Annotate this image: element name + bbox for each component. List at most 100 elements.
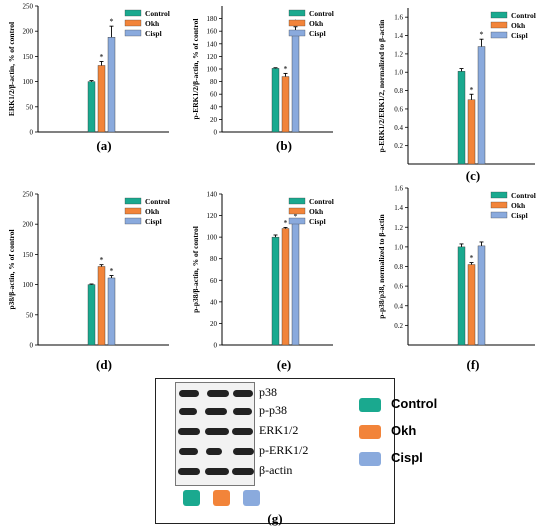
significance-marker: * [470, 254, 474, 263]
legend-swatch-cispl [288, 29, 306, 37]
legend-label-cispl: Cispl [309, 29, 326, 38]
blot-protein-label: p38 [259, 385, 277, 399]
y-tick-label: 200 [23, 221, 34, 229]
y-tick-label: 100 [207, 234, 218, 242]
y-tick-label: 180 [207, 15, 218, 23]
panel-label-g: (g) [267, 511, 283, 526]
blot-band [179, 408, 197, 415]
y-tick-label: 80 [210, 255, 218, 263]
significance-marker: * [470, 85, 474, 94]
panel-label: (d) [96, 357, 112, 372]
lane-swatch-cispl [243, 490, 260, 506]
bar-cispl [291, 31, 300, 133]
legend-label-control: Control [309, 9, 334, 18]
panel-label: (b) [276, 138, 292, 153]
legend-label-okh: Okh [511, 21, 526, 30]
legend-swatch-okh [288, 207, 306, 215]
legend-label-cispl: Cispl [145, 29, 162, 38]
legend-label-okh: Okh [309, 19, 324, 28]
significance-marker: * [100, 256, 104, 265]
bar-cispl [477, 46, 486, 165]
chart-panel-b: 0 20 40 60 80 100 120 140 160 180 p-ERK1/2/β-actin… [191, 6, 334, 153]
blot-band [233, 390, 253, 397]
y-tick-label: 1.4 [394, 204, 403, 212]
legend-swatch-control [490, 11, 508, 19]
bar-control [457, 246, 466, 346]
legend-label-control: Control [145, 9, 170, 18]
blot-band [178, 428, 200, 435]
chart-panel-e: 0 20 40 60 80 100 120 140 p-p38/β-actin, % of co… [191, 191, 334, 373]
blot-legend-swatch-okh [359, 425, 381, 439]
legend-swatch-okh [490, 21, 508, 29]
legend-label-cispl: Cispl [145, 217, 162, 226]
blot-band [178, 468, 200, 475]
y-tick-label: 50 [26, 103, 34, 111]
blot-legend-label-cispl: Cispl [391, 450, 423, 465]
blot-band [179, 448, 198, 455]
y-tick-label: 40 [210, 298, 218, 306]
y-axis-label: p38/β-actin, % of control [7, 229, 16, 309]
bar-control [87, 284, 96, 346]
blot-legend-label-control: Control [391, 396, 438, 411]
y-tick-label: 100 [207, 66, 218, 74]
legend-swatch-okh [124, 207, 142, 215]
y-axis-label: p-p38/p38, normalized to β-actin [377, 213, 386, 318]
bar-cispl [107, 37, 116, 133]
y-tick-label: 1.2 [394, 50, 403, 58]
y-tick-label: 200 [23, 28, 34, 36]
y-tick-label: 60 [210, 277, 218, 285]
blot-band [233, 448, 254, 455]
y-tick-label: 0.2 [394, 322, 403, 330]
significance-marker: * [110, 267, 114, 276]
chart-panel-a: 0 50 100 150 200 250 ERK1/2/β-actin, % of cont… [7, 3, 170, 154]
y-tick-label: 0.6 [394, 105, 403, 113]
legend-label-control: Control [309, 197, 334, 206]
y-tick-label: 150 [23, 251, 34, 259]
legend-swatch-cispl [490, 211, 508, 219]
legend-label-okh: Okh [145, 19, 160, 28]
y-tick-label: 40 [210, 103, 218, 111]
panel-label: (f) [467, 357, 480, 372]
y-tick-label: 20 [210, 116, 218, 124]
blot-band [205, 408, 227, 415]
y-tick-label: 140 [207, 191, 218, 199]
bar-okh [281, 228, 290, 346]
panel-label: (c) [466, 168, 480, 183]
blot-band [205, 468, 229, 475]
legend-label-okh: Okh [511, 201, 526, 210]
blot-band [232, 468, 254, 475]
legend-label-control: Control [511, 11, 536, 20]
legend-swatch-cispl [124, 217, 142, 225]
legend-label-okh: Okh [145, 207, 160, 216]
y-tick-label: 0.2 [394, 142, 403, 150]
blot-legend-label-okh: Okh [391, 423, 417, 438]
y-tick-label: 100 [23, 281, 34, 289]
y-tick-label: 0.6 [394, 283, 403, 291]
y-tick-label: 20 [210, 320, 218, 328]
blot-protein-label: ERK1/2 [259, 423, 299, 437]
blot-protein-label: p-ERK1/2 [259, 443, 309, 457]
y-tick-label: 150 [23, 53, 34, 61]
legend-label-control: Control [145, 197, 170, 206]
significance-marker: * [100, 52, 104, 61]
blot-protein-label: p-p38 [259, 403, 287, 417]
y-tick-label: 140 [207, 40, 218, 48]
y-tick-label: 0 [214, 129, 218, 137]
legend-label-control: Control [511, 191, 536, 200]
y-axis-label: p-ERK1/2/β-actin, % of control [191, 19, 200, 120]
blot-legend-swatch-cispl [359, 452, 381, 466]
chart-panel-d: 0 50 100 150 200 250 p38/β-actin, % of control… [7, 191, 170, 373]
blot-protein-label: β-actin [259, 463, 293, 477]
y-tick-label: 100 [23, 78, 34, 86]
legend-swatch-cispl [124, 29, 142, 37]
bar-cispl [107, 277, 116, 346]
bar-cispl [477, 245, 486, 346]
y-tick-label: 1.4 [394, 32, 403, 40]
chart-panel-f: 0.2 0.4 0.6 0.8 1.0 1.2 1.4 1.6 p-p38/p38, norma… [377, 185, 536, 373]
y-tick-label: 250 [23, 3, 34, 11]
legend-label-okh: Okh [309, 207, 324, 216]
legend-swatch-okh [490, 201, 508, 209]
y-tick-label: 1.2 [394, 224, 403, 232]
chart-panel-c: 0.2 0.4 0.6 0.8 1.0 1.2 1.4 1.6 p-ERK1/2/ERK1/2,… [377, 8, 536, 183]
